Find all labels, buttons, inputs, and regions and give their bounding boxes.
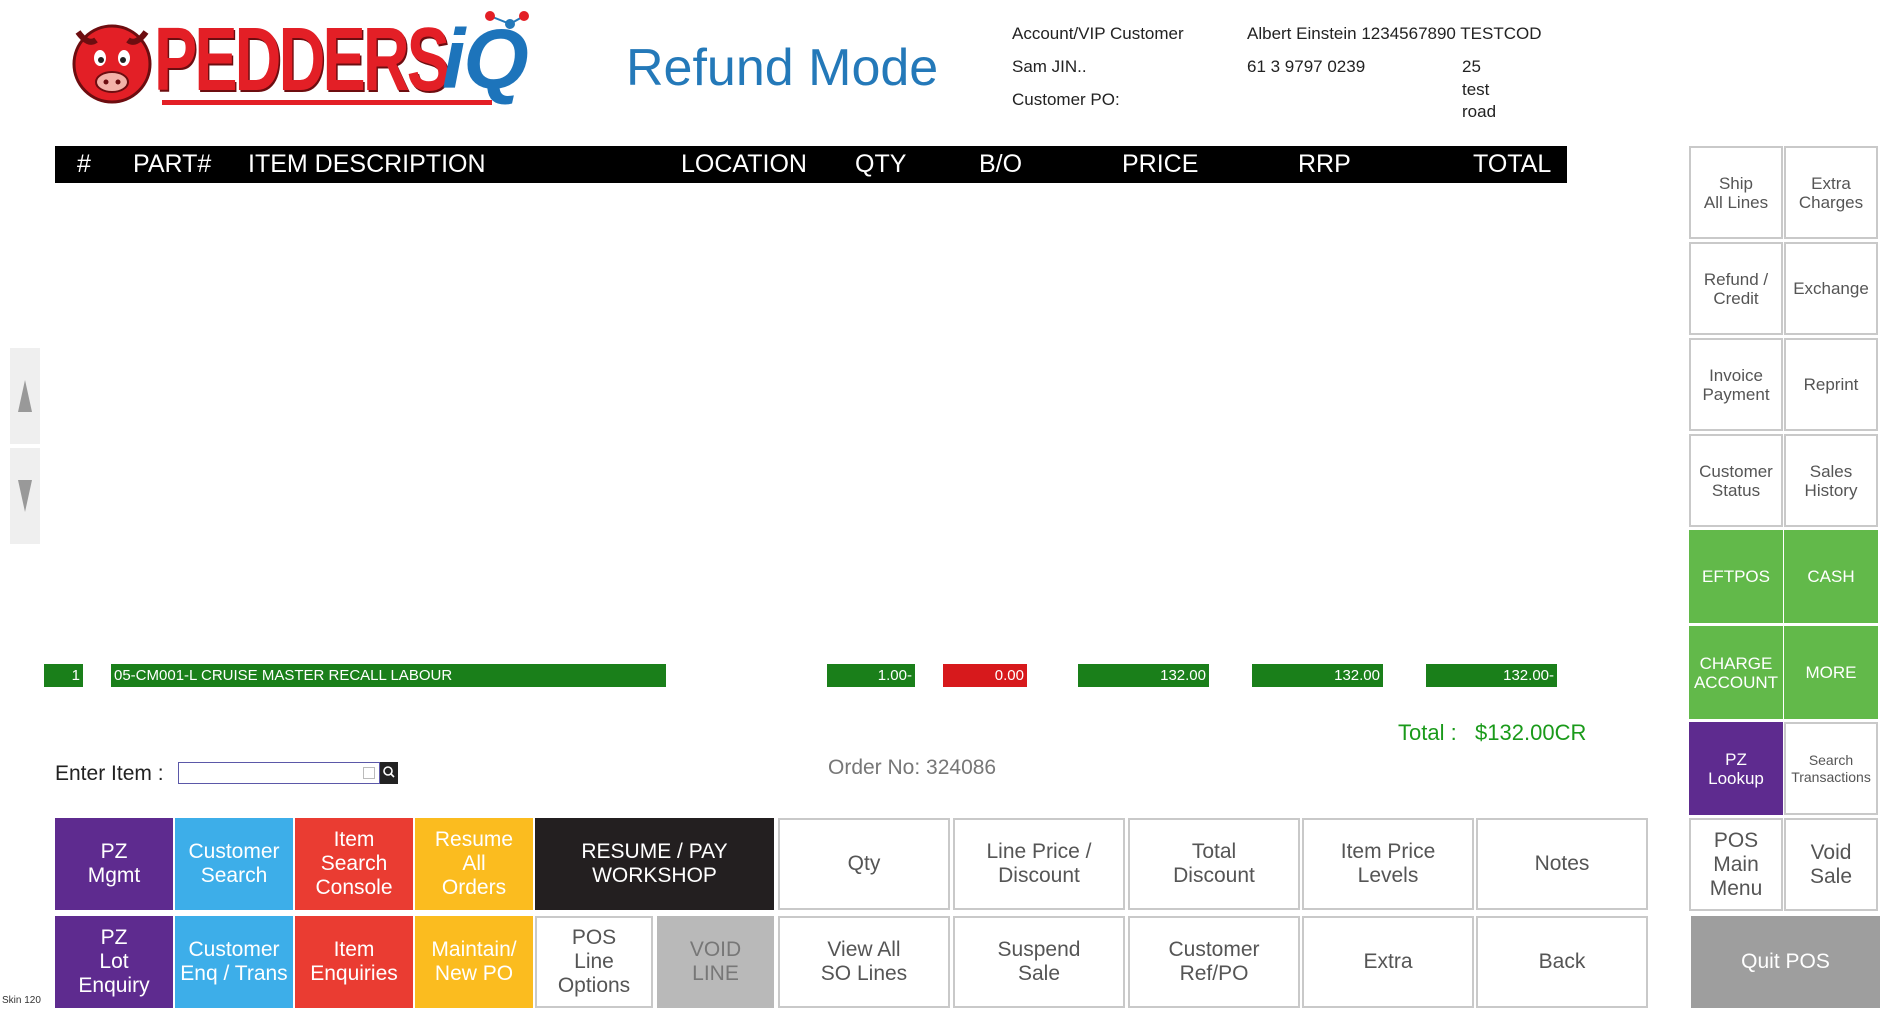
col-total: TOTAL	[1473, 150, 1552, 178]
line-price-discount-button[interactable]: Line Price / Discount	[953, 818, 1125, 910]
resume-all-orders-button[interactable]: Resume All Orders	[415, 818, 533, 910]
search-transactions-button[interactable]: Search Transactions	[1784, 722, 1878, 815]
page-title: Refund Mode	[626, 39, 939, 97]
item-enquiries-button[interactable]: Item Enquiries	[295, 916, 413, 1008]
order-total: Total : $132.00CR	[1398, 720, 1586, 746]
col-bo: B/O	[979, 150, 1023, 178]
logo-wordmark: PEDDERS	[154, 10, 450, 110]
maintain-new-po-button[interactable]: Maintain/New PO	[415, 916, 533, 1008]
view-all-so-lines-button[interactable]: View All SO Lines	[778, 916, 950, 1008]
customer-phone: 61 3 9797 0239	[1247, 57, 1366, 76]
user-label: Sam JIN..	[1012, 57, 1087, 76]
input-clear-icon[interactable]	[363, 767, 375, 779]
address-line-3: road	[1462, 102, 1497, 121]
more-button[interactable]: MORE	[1784, 626, 1878, 719]
ship-all-lines-button[interactable]: Ship All Lines	[1689, 146, 1783, 239]
account-customer-value: Albert Einstein 1234567890 TESTCOD	[1247, 24, 1542, 43]
col-price: PRICE	[1122, 150, 1199, 178]
customer-search-button[interactable]: Customer Search	[175, 818, 293, 910]
extra-charges-button[interactable]: Extra Charges	[1784, 146, 1878, 239]
exchange-button[interactable]: Exchange	[1784, 242, 1878, 335]
row-price: 132.00	[1078, 664, 1209, 687]
arrow-up-icon	[18, 380, 32, 412]
skin-label: Skin 120	[2, 995, 41, 1006]
pedders-iq-logo: PEDDERS iQ	[62, 8, 552, 108]
pos-line-options-button[interactable]: POS Line Options	[535, 916, 653, 1008]
address-line-2: test	[1462, 80, 1490, 99]
qty-button[interactable]: Qty	[778, 818, 950, 910]
order-number: Order No: 324086	[828, 756, 997, 779]
search-icon	[383, 766, 395, 778]
item-price-levels-button[interactable]: Item Price Levels	[1302, 818, 1474, 910]
row-backorder: 0.00	[943, 664, 1027, 687]
quit-pos-button[interactable]: Quit POS	[1691, 916, 1880, 1008]
row-qty: 1.00-	[827, 664, 915, 687]
customer-po-label: Customer PO:	[1012, 90, 1120, 109]
enter-item-search-button[interactable]	[380, 762, 398, 784]
col-qty: QTY	[855, 150, 907, 178]
customer-ref-po-button[interactable]: Customer Ref/PO	[1128, 916, 1300, 1008]
pz-lot-enquiry-button[interactable]: PZ Lot Enquiry	[55, 916, 173, 1008]
extra-button[interactable]: Extra	[1302, 916, 1474, 1008]
col-description: ITEM DESCRIPTION	[248, 150, 486, 178]
logo-underline	[162, 100, 492, 105]
row-total: 132.00-	[1426, 664, 1557, 687]
reprint-button[interactable]: Reprint	[1784, 338, 1878, 431]
row-rrp: 132.00	[1252, 664, 1383, 687]
item-table-header: # PART# ITEM DESCRIPTION LOCATION QTY B/…	[55, 146, 1567, 183]
scroll-up-button[interactable]	[10, 348, 40, 444]
total-discount-button[interactable]: Total Discount	[1128, 818, 1300, 910]
pz-lookup-button[interactable]: PZ Lookup	[1689, 722, 1783, 815]
charge-account-button[interactable]: CHARGE ACCOUNT	[1689, 626, 1783, 719]
void-sale-button[interactable]: Void Sale	[1784, 818, 1878, 911]
molecule-icon	[485, 11, 529, 29]
customer-status-button[interactable]: Customer Status	[1689, 434, 1783, 527]
customer-enq-trans-button[interactable]: Customer Enq / Trans	[175, 916, 293, 1008]
enter-item-input[interactable]	[178, 762, 380, 784]
suspend-sale-button[interactable]: Suspend Sale	[953, 916, 1125, 1008]
col-number: #	[77, 150, 91, 178]
scroll-down-button[interactable]	[10, 448, 40, 544]
arrow-down-icon	[18, 480, 32, 512]
pos-main-menu-button[interactable]: POS Main Menu	[1689, 818, 1783, 911]
address-line-1: 25	[1462, 57, 1481, 76]
item-search-console-button[interactable]: Item Search Console	[295, 818, 413, 910]
bull-mascot-icon	[72, 24, 152, 104]
col-location: LOCATION	[681, 150, 807, 178]
total-label: Total :	[1398, 720, 1457, 745]
logo-iq-mark: iQ	[442, 12, 529, 106]
invoice-payment-button[interactable]: Invoice Payment	[1689, 338, 1783, 431]
pz-mgmt-button[interactable]: PZ Mgmt	[55, 818, 173, 910]
notes-button[interactable]: Notes	[1476, 818, 1648, 910]
col-part: PART#	[133, 150, 212, 178]
void-line-button[interactable]: VOID LINE	[657, 916, 774, 1008]
row-number: 1	[44, 664, 83, 687]
enter-item-label: Enter Item :	[55, 762, 164, 785]
col-rrp: RRP	[1298, 150, 1351, 178]
back-button[interactable]: Back	[1476, 916, 1648, 1008]
account-label: Account/VIP Customer	[1012, 24, 1184, 43]
total-value: $132.00CR	[1475, 720, 1587, 745]
row-description: 05-CM001-L CRUISE MASTER RECALL LABOUR	[111, 664, 666, 687]
sales-history-button[interactable]: Sales History	[1784, 434, 1878, 527]
eftpos-button[interactable]: EFTPOS	[1689, 530, 1783, 623]
resume-pay-workshop-button[interactable]: RESUME / PAY WORKSHOP	[535, 818, 774, 910]
cash-button[interactable]: CASH	[1784, 530, 1878, 623]
refund-credit-button[interactable]: Refund / Credit	[1689, 242, 1783, 335]
